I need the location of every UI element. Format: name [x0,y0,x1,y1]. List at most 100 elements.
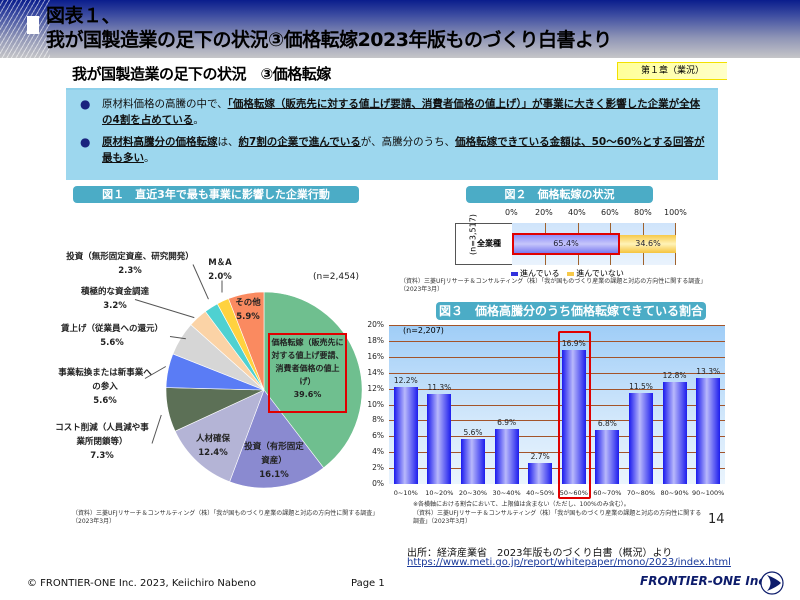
fig2-source: （資料）三菱UFJリサーチ＆コンサルティング（株）「我が国ものづくり産業の課題と… [400,278,707,293]
fig2-xtick: 60% [601,208,619,217]
fig3-value-label: 2.7% [530,451,550,461]
fig3-ytick: 14% [367,367,384,377]
summary-box: ● 原材料価格の高騰の中で、「価格転嫁（販売先に対する値上げ要請、消費者価格の値… [66,88,718,180]
pie-label-ma: M＆A 2.0% [208,258,232,282]
bullet-text: 。 [144,152,155,164]
summary-bullet-2: ● 原材料高騰分の価格転嫁は、約7割の企業で進んでいるが、高騰分のうち、価格転嫁… [80,134,708,166]
fig1-sample-size: (n=2,454) [313,272,360,282]
summary-bullet-1: ● 原材料価格の高騰の中で、「価格転嫁（販売先に対する値上げ要請、消費者価格の値… [80,96,708,128]
fig3-value-label: 16.9% [561,338,586,348]
fig2-xtick: 20% [535,208,553,217]
fig3-bar [561,349,586,484]
bullet-emphasis: 価格転嫁できている金額は、50～60%とする回答が最も多い [102,136,705,164]
fig3-category-label: 0~10% [393,489,418,497]
pie-label-intangible-invest: 投資（無形固定資産、研究開発） 2.3% [66,252,194,276]
gridline [389,325,725,326]
gridline [389,452,725,454]
fig3-value-label: 5.6% [463,428,483,438]
bullet-text: が、高騰分のうち、 [360,136,456,148]
fig3-category-label: 70~80% [626,489,656,497]
fig3-note: ※各横軸における割合において、上限値は含まない（ただし、100%のみ含む）。 [413,501,630,508]
fig3-value-label: 11.5% [629,381,653,391]
pie-label-new-business: 事業転換または新事業への参入 5.6% [58,368,152,406]
bullet-emphasis: 約7割の企業で進んでいる [238,136,361,148]
fig2-category: 全業種 [477,239,501,248]
pie-slice [263,291,363,469]
bullet-dot-icon: ● [80,97,91,111]
gridline [389,468,725,470]
gridline [389,356,725,358]
fig3-bar [494,429,519,484]
pie-label-talent: 人材確保 12.4% [195,434,230,458]
source-citation: 出所：経済産業省 2023年版ものづくり白書（概況）より [407,548,673,559]
pie-label-funding: 積極的な資金調達 3.2% [80,287,149,311]
fig3-bar [393,387,418,484]
source-url-link[interactable]: https://www.meti.go.jp/report/whitepaper… [407,557,731,568]
fig3-source: （資料）三菱UFJリサーチ＆コンサルティング（株）「我が国ものづくり産業の課題と… [413,510,702,525]
fig3-category-label: 90~100% [692,489,725,497]
gridline [389,404,725,406]
source-page-number: 14 [708,512,725,527]
fig3-value-label: 11.3% [427,383,452,393]
fig3-ytick: 0% [372,479,384,488]
fig3-ytick: 12% [367,383,384,393]
gridline [389,388,725,390]
bullet-text: 。 [193,114,204,126]
header-square-icon [27,16,39,34]
fig2-bar-progressing: 65.4% [512,233,620,255]
fig3-ytick: 6% [372,431,384,441]
fig3-category-label: 60~70% [593,489,622,497]
fig3-category-label: 40~50% [526,489,555,497]
fig3-ytick: 4% [372,447,384,457]
fig2-xtick: 0% [505,208,518,217]
fig3-bar [629,392,653,484]
copyright: © FRONTIER-ONE Inc. 2023, Keiichiro Nabe… [27,578,256,589]
bullet-emphasis: 「価格転嫁（販売先に対する値上げ要請、消費者価格の値上げ）」が事業に大きく影響し… [102,98,701,126]
bullet-emphasis: 原材料高騰分の価格転嫁 [102,136,218,148]
pie-svg [165,291,363,489]
section-title: 我が国製造業の足下の状況 ③価格転嫁 [72,65,331,83]
bullet-text: 原材料価格の高騰の中で、 [102,98,228,110]
gridline [389,340,725,342]
company-logo-text: FRONTIER-ONE Inc. [640,574,771,588]
fig2-xtick: 40% [568,208,586,217]
fig3-ytick: 8% [372,415,384,425]
fig3-category-label: 30~40% [492,489,521,497]
fig1-source: （資料）三菱UFJリサーチ＆コンサルティング（株）「我が国ものづくり産業の課題と… [72,510,379,525]
fig1-title: 図１ 直近3年で最も事業に影響した企業行動 [73,186,359,203]
fig3-bar [427,394,452,484]
fig3-value-label: 13.3% [696,367,721,377]
pie-slice [229,389,324,489]
pie-label-tangible-invest: 投資（有形固定資産） 16.1% [244,442,304,480]
gridline [389,420,725,422]
fig2-legend: 進んでいる 進んでいない [511,268,624,279]
pie-label-wage-raise: 賃上げ（従業員への還元） 5.6% [60,324,163,348]
fig3-value-label: 6.9% [497,418,517,428]
fig3-bar-chart [389,325,725,484]
fig3-category-label: 50~60% [559,489,588,497]
fig2-xtick: 80% [634,208,652,217]
leader-line [221,280,223,293]
fig3-value-label: 12.2% [393,376,418,385]
fig3-value-label: 12.8% [662,371,687,381]
pie-slice [174,389,265,483]
fig2-bar-not-progressing: 34.6% [620,235,676,253]
leader-line [151,414,162,444]
fig3-ytick: 2% [372,463,384,473]
fig3-title: 図３ 価格高騰分のうち価格転嫁できている割合 [436,302,706,320]
gridline [389,372,725,374]
fig2-title: 図２ 価格転嫁の状況 [466,186,653,203]
pie-slice [228,291,265,391]
legend-swatch-blue [511,271,518,276]
page-number: Page 1 [351,578,385,589]
slide-title-line2: 我が国製造業の足下の状況③価格転嫁2023年版ものづくり白書より [46,29,612,51]
legend-swatch-yellow [567,271,575,276]
bullet-text: は、 [217,136,239,148]
fig3-bar [696,378,721,484]
header-stripes-decoration [0,0,50,58]
fig2-xtick: 100% [664,208,687,217]
company-logo-icon [760,571,784,595]
fig3-category-label: 10~20% [425,489,454,497]
pie-label-cost-cut: コスト削減（人員減や事業所閉鎖等） 7.3% [55,423,149,461]
fig3-category-label: 20~30% [458,489,488,497]
